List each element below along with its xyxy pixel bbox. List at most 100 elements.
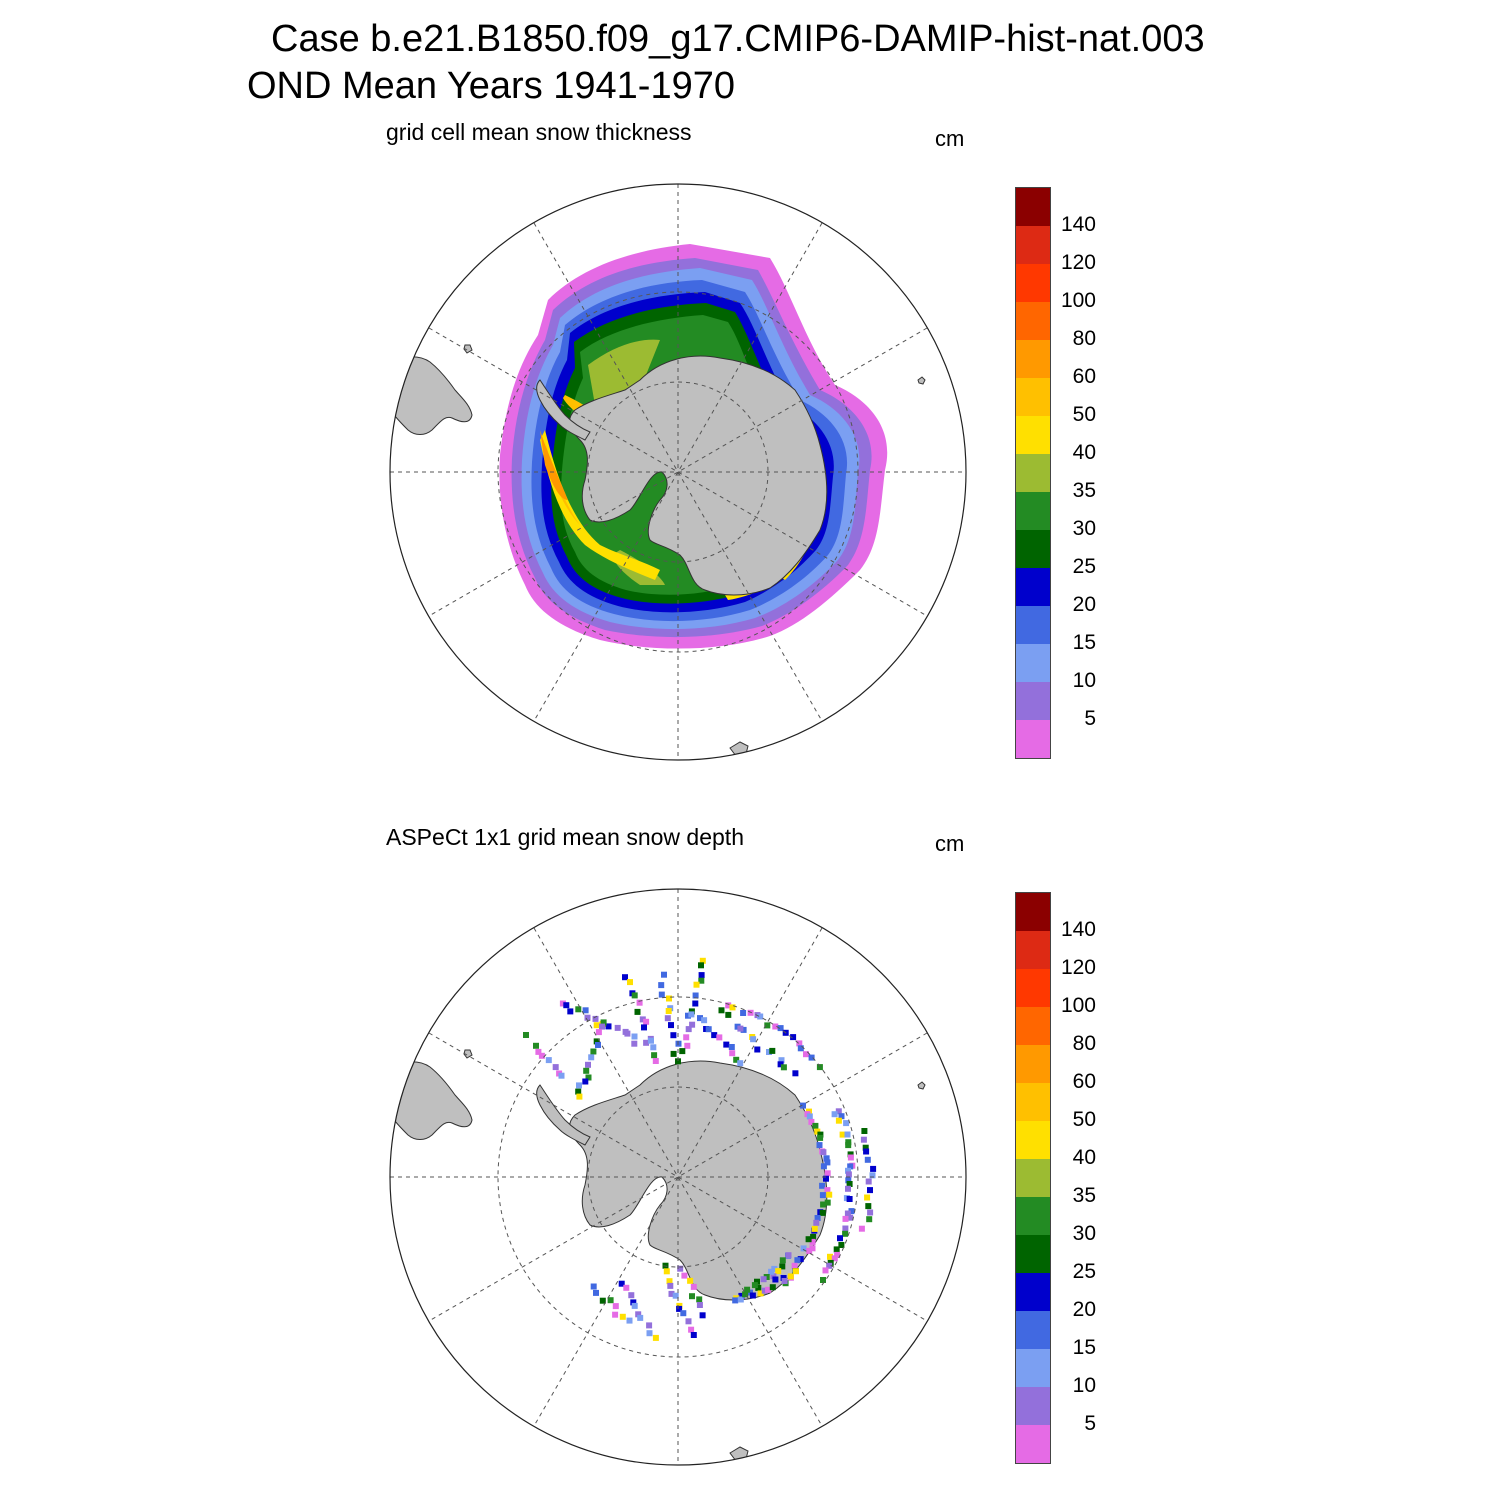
obs-cell <box>697 1015 703 1022</box>
colorbar-label: 80 <box>1072 327 1096 350</box>
obs-cell <box>803 1051 809 1058</box>
colorbar-label: 30 <box>1072 517 1096 540</box>
obs-cell <box>646 1330 653 1337</box>
colorbar-swatch <box>1016 454 1050 492</box>
colorbar-label: 25 <box>1072 1260 1096 1283</box>
obs-cell <box>666 995 672 1002</box>
colorbar-label: 30 <box>1072 1222 1096 1245</box>
obs-cell <box>845 1167 851 1174</box>
obs-cell <box>685 1318 692 1325</box>
colorbar-swatch <box>1016 606 1050 644</box>
obs-cell <box>627 979 633 986</box>
colorbar-swatch <box>1016 1159 1050 1197</box>
obs-cell <box>593 1289 599 1296</box>
obs-cell <box>769 1284 776 1291</box>
obs-cell <box>728 1044 735 1050</box>
obs-cell <box>870 1165 877 1172</box>
obs-cell <box>677 1265 684 1272</box>
obs-cell <box>847 1151 854 1158</box>
obs-cell <box>845 1177 852 1184</box>
colorbar-label: 10 <box>1072 1374 1096 1397</box>
obs-cell <box>742 1291 749 1298</box>
obs-cell <box>665 1008 672 1014</box>
obs-cell <box>844 1131 851 1138</box>
obs-cell <box>806 1247 813 1254</box>
obs-cell <box>827 1253 833 1260</box>
colorbar-label: 15 <box>1072 1336 1096 1359</box>
obs-cell <box>778 1057 785 1064</box>
colorbar-label: 140 <box>1060 213 1096 236</box>
small-island-2 <box>917 376 926 385</box>
obs-cell <box>641 1024 647 1031</box>
obs-cell <box>563 1002 570 1009</box>
obs-cell <box>864 1194 871 1201</box>
obs-cell <box>631 1302 638 1309</box>
colorbar-2 <box>1015 892 1051 1464</box>
obs-cell <box>558 1072 565 1079</box>
obs-cell <box>559 1000 566 1007</box>
obs-cell <box>810 1233 817 1240</box>
colorbar-label: 25 <box>1072 555 1096 578</box>
obs-cell <box>765 1286 772 1293</box>
obs-cell <box>819 1182 826 1189</box>
obs-cell <box>771 1265 778 1272</box>
obs-cell <box>847 1163 854 1170</box>
obs-cell <box>816 1064 823 1071</box>
panel1-title: grid cell mean snow thickness <box>386 119 692 145</box>
obs-cell <box>652 1058 659 1064</box>
colorbar-label: 120 <box>1060 956 1096 979</box>
panel2-units: cm <box>935 831 965 856</box>
obs-cell <box>787 1273 794 1280</box>
obs-cell <box>858 1225 865 1232</box>
obs-cell <box>794 1257 801 1264</box>
colorbar-swatch <box>1016 1425 1050 1463</box>
obs-cell <box>760 1276 767 1283</box>
obs-cell <box>631 1033 638 1040</box>
colorbar-swatch <box>1016 1273 1050 1311</box>
obs-cell <box>684 1042 691 1049</box>
obs-cell <box>658 982 665 989</box>
obs-cell <box>685 1012 691 1019</box>
obs-cell <box>626 1317 633 1324</box>
obs-cell <box>605 1023 612 1030</box>
colorbar-swatch <box>1016 1121 1050 1159</box>
obs-cell <box>737 1296 744 1303</box>
obs-cell <box>838 1113 845 1120</box>
obs-cell <box>797 1256 804 1263</box>
obs-cell <box>805 1236 812 1243</box>
colorbar-label: 50 <box>1072 1108 1096 1131</box>
obs-cell <box>639 1016 646 1023</box>
obs-cell <box>689 1021 696 1028</box>
colorbar-swatch <box>1016 644 1050 682</box>
colorbar-label: 5 <box>1084 1412 1096 1435</box>
obs-cell <box>796 1040 803 1047</box>
obs-cell <box>809 1238 816 1245</box>
obs-cell <box>667 1282 674 1289</box>
obs-cell <box>740 1010 747 1016</box>
colorbar-swatch <box>1016 568 1050 606</box>
obs-cell <box>670 1050 677 1057</box>
colorbar-label: 60 <box>1072 365 1096 388</box>
obs-cell <box>754 1278 760 1285</box>
obs-cell <box>797 1045 804 1052</box>
obs-cell <box>716 1034 723 1041</box>
obs-cell <box>692 1000 699 1007</box>
obs-cell <box>733 1056 740 1063</box>
obs-cell <box>690 1332 697 1338</box>
obs-cell <box>860 1136 867 1143</box>
obs-cell <box>738 1292 745 1299</box>
obs-cell <box>781 1278 788 1284</box>
obs-cell <box>757 1290 764 1297</box>
colorbar-label: 40 <box>1072 1146 1096 1169</box>
obs-cell <box>725 1011 732 1018</box>
colorbar-label: 100 <box>1060 994 1096 1017</box>
colorbar-label: 120 <box>1060 251 1096 274</box>
obs-cell <box>842 1215 849 1222</box>
obs-cell <box>614 1024 621 1031</box>
obs-cell <box>643 1039 650 1046</box>
obs-cell <box>820 1163 827 1170</box>
colorbar-label: 100 <box>1060 289 1096 312</box>
obs-cell <box>651 1052 658 1059</box>
colorbar-label: 35 <box>1072 1184 1096 1207</box>
obs-cell <box>824 1170 831 1177</box>
